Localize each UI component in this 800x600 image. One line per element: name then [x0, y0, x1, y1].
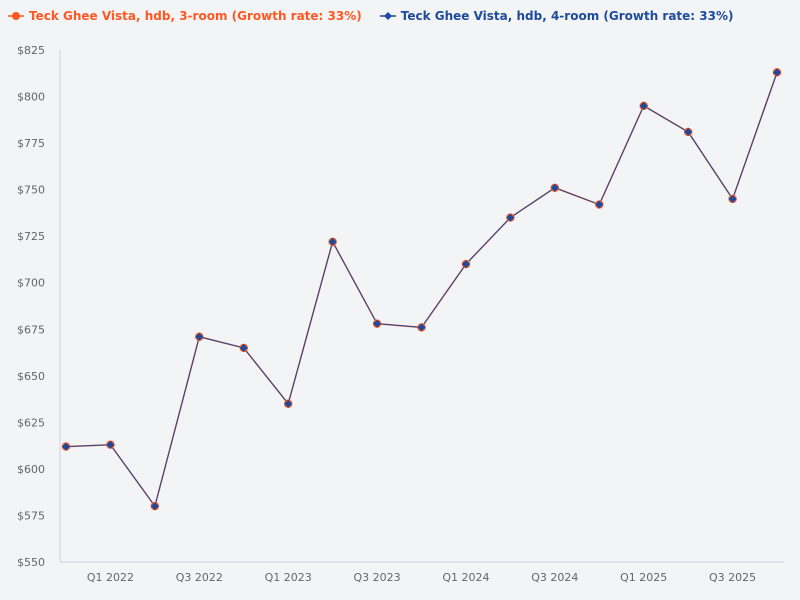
- y-tick-label: $750: [17, 184, 45, 197]
- data-point: [773, 68, 782, 77]
- data-point: [106, 440, 115, 449]
- series-line-1: [65, 72, 778, 508]
- data-point: [328, 237, 337, 246]
- circle-marker-icon: [8, 12, 24, 20]
- x-tick-label: Q1 2023: [265, 571, 312, 584]
- x-tick-label: Q3 2025: [709, 571, 756, 584]
- x-tick-label: Q1 2025: [620, 571, 667, 584]
- x-tick-label: Q3 2022: [176, 571, 223, 584]
- x-tick-label: Q3 2024: [531, 571, 578, 584]
- data-point: [239, 343, 248, 352]
- y-tick-label: $800: [17, 91, 45, 104]
- legend: Teck Ghee Vista, hdb, 3-room (Growth rat…: [8, 9, 734, 23]
- y-tick-label: $700: [17, 277, 45, 290]
- data-point: [595, 200, 604, 209]
- x-tick-label: Q3 2023: [354, 571, 401, 584]
- x-tick-label: Q1 2022: [87, 571, 134, 584]
- data-point: [62, 442, 70, 451]
- diamond-marker-icon: [379, 12, 396, 20]
- y-tick-label: $825: [17, 44, 45, 57]
- y-tick-label: $775: [17, 137, 45, 150]
- data-point: [461, 260, 470, 269]
- legend-label: Teck Ghee Vista, hdb, 4-room (Growth rat…: [400, 9, 734, 23]
- data-point: [150, 502, 159, 511]
- data-point: [728, 194, 737, 203]
- data-point: [284, 399, 293, 408]
- y-tick-label: $650: [17, 370, 45, 383]
- y-tick-label: $625: [17, 416, 45, 429]
- data-point: [550, 183, 559, 192]
- y-tick-label: $725: [17, 230, 45, 243]
- data-point: [639, 101, 648, 110]
- y-tick-label: $600: [17, 463, 45, 476]
- legend-item-3-room[interactable]: Teck Ghee Vista, hdb, 3-room (Growth rat…: [8, 9, 362, 23]
- y-tick-label: $675: [17, 323, 45, 336]
- legend-label: Teck Ghee Vista, hdb, 3-room (Growth rat…: [29, 9, 362, 23]
- data-point: [195, 332, 204, 341]
- x-tick-label: Q1 2024: [442, 571, 489, 584]
- y-tick-label: $550: [17, 556, 45, 569]
- data-point: [417, 323, 426, 332]
- y-tick-label: $575: [17, 509, 45, 522]
- data-point: [506, 213, 515, 222]
- data-point: [373, 319, 382, 328]
- legend-item-4-room[interactable]: Teck Ghee Vista, hdb, 4-room (Growth rat…: [379, 9, 734, 23]
- data-point: [684, 127, 693, 136]
